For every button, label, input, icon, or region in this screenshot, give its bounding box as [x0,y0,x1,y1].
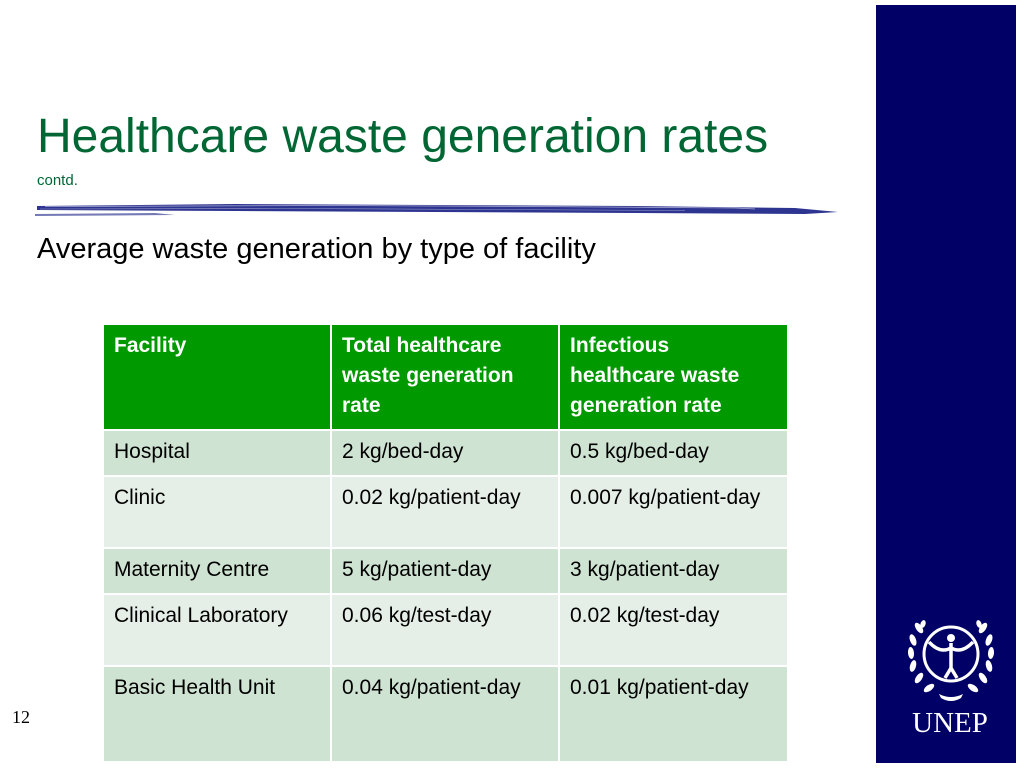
brand-side-bar [876,5,1016,763]
cell-facility: Maternity Centre [102,547,332,595]
title-continued-note: contd. [37,172,78,189]
cell-total-rate: 5 kg/patient-day [330,547,560,595]
cell-facility: Hospital [102,429,332,477]
table-row: Clinical Laboratory 0.06 kg/test-day 0.0… [102,593,789,667]
waste-generation-table: Facility Total healthcare waste generati… [102,323,789,763]
slide-title: Healthcare waste generation rates [37,110,769,163]
cell-total-rate: 0.02 kg/patient-day [330,475,560,549]
cell-facility: Clinic [102,475,332,549]
table-row: Hospital 2 kg/bed-day 0.5 kg/bed-day [102,429,789,477]
cell-total-rate: 0.04 kg/patient-day [330,665,560,763]
table-row: Maternity Centre 5 kg/patient-day 3 kg/p… [102,547,789,595]
cell-infectious-rate: 3 kg/patient-day [558,547,789,595]
cell-facility: Basic Health Unit [102,665,332,763]
cell-infectious-rate: 0.01 kg/patient-day [558,665,789,763]
table-row: Basic Health Unit 0.04 kg/patient-day 0.… [102,665,789,763]
un-wreath-emblem-icon [907,620,995,701]
unep-logo-text: UNEP [912,707,988,739]
header-total-rate: Total healthcare waste generation rate [330,323,560,431]
cell-infectious-rate: 0.007 kg/patient-day [558,475,789,549]
table-row: Clinic 0.02 kg/patient-day 0.007 kg/pati… [102,475,789,549]
cell-facility: Clinical Laboratory [102,593,332,667]
page-number: 12 [12,707,30,727]
cell-total-rate: 0.06 kg/test-day [330,593,560,667]
section-heading: Average waste generation by type of faci… [37,233,596,265]
cell-total-rate: 2 kg/bed-day [330,429,560,477]
cell-infectious-rate: 0.02 kg/test-day [558,593,789,667]
cell-infectious-rate: 0.5 kg/bed-day [558,429,789,477]
header-infectious-rate: Infectious healthcare waste generation r… [558,323,789,431]
brush-stroke-divider [35,204,838,216]
table-header-row: Facility Total healthcare waste generati… [102,323,789,431]
header-facility: Facility [102,323,332,431]
